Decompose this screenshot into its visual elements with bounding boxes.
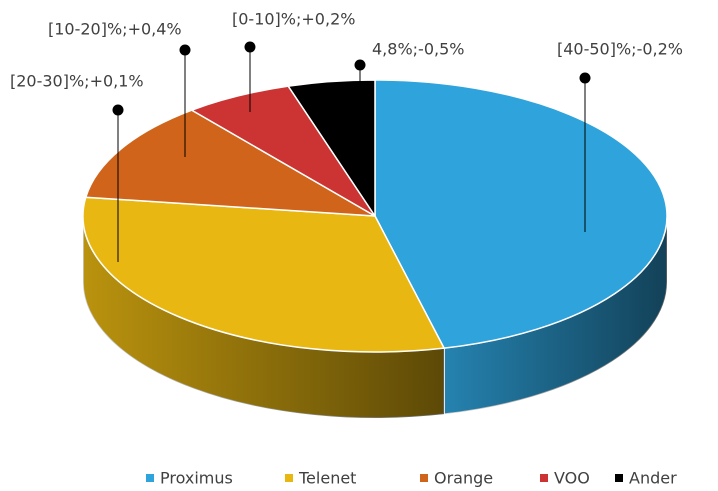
data-label: [0-10]%;+0,2% <box>232 10 355 29</box>
legend-label: Ander <box>629 469 677 488</box>
data-labels: [40-50]%;-0,2% [20-30]%;+0,1% [10-20]%;+0,… <box>10 10 683 262</box>
legend-swatch <box>540 474 548 482</box>
leader-dot <box>354 59 366 71</box>
legend-swatch <box>285 474 293 482</box>
pie-slice <box>82 196 446 353</box>
legend-label: Telenet <box>298 469 356 488</box>
leader-dot <box>244 41 256 53</box>
pie-slice <box>84 109 376 217</box>
legend-label: VOO <box>554 469 590 488</box>
legend-swatch <box>146 474 154 482</box>
side-shade <box>444 216 667 415</box>
side-shade <box>83 216 445 418</box>
legend-label: Proximus <box>160 469 233 488</box>
legend-swatch <box>615 474 623 482</box>
leader-dot <box>112 104 124 116</box>
legend: Proximus Telenet Orange VOO Ander <box>146 469 677 488</box>
pie-tops <box>82 79 668 353</box>
leader-dot <box>579 72 591 84</box>
leader-dot <box>179 44 191 56</box>
data-label: 4,8%;-0,5% <box>372 40 464 59</box>
pie-slice <box>374 79 668 349</box>
legend-label: Orange <box>434 469 493 488</box>
data-label: [10-20]%;+0,4% <box>48 20 182 39</box>
data-label: [40-50]%;-0,2% <box>557 40 683 59</box>
data-label: [20-30]%;+0,1% <box>10 72 144 91</box>
legend-swatch <box>420 474 428 482</box>
pie-slice <box>286 79 376 219</box>
